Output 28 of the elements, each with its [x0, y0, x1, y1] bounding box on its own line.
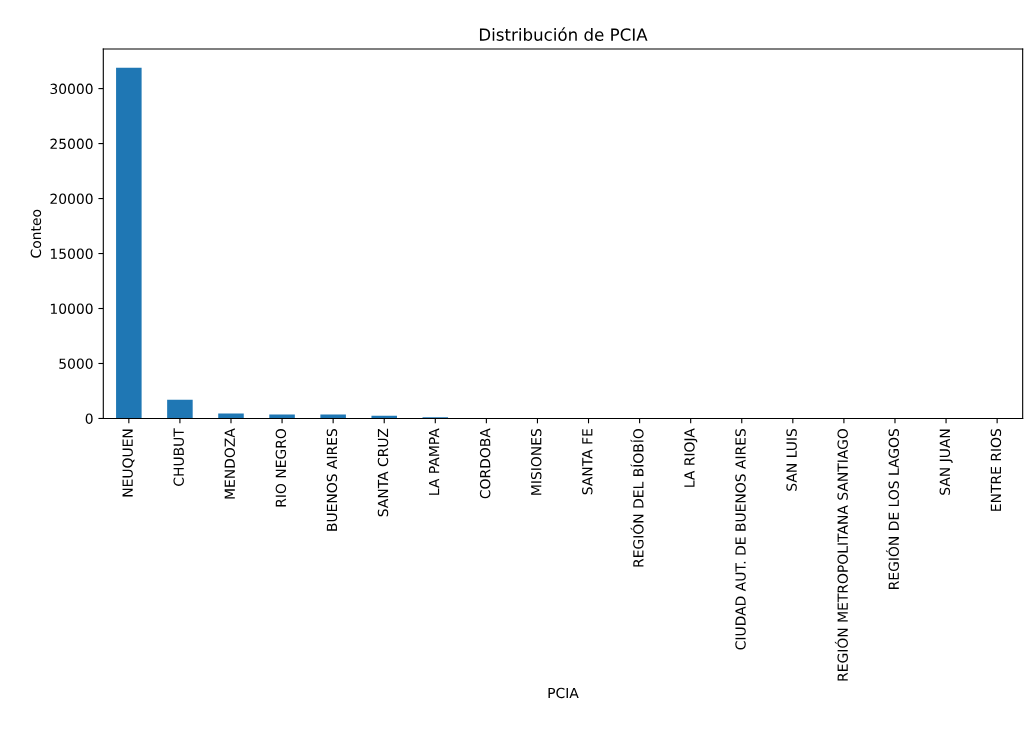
x-tick-label: ENTRE RIOS [990, 428, 1002, 511]
y-tick-label: 10000 [50, 303, 93, 314]
y-tick-label: 5000 [59, 358, 93, 369]
y-tick-label: 25000 [50, 138, 93, 150]
x-tick-label: LA PAMPA [429, 428, 440, 495]
y-axis-title: Conteo [30, 209, 42, 258]
x-tick-label: CIUDAD AUT. DE BUENOS AIRES [735, 428, 746, 650]
x-tick-label: LA RIOJA [684, 428, 698, 487]
y-tick-label: 0 [85, 413, 93, 424]
x-tick-label: NEUQUEN [122, 429, 135, 497]
x-tick-label: REGIÓN DE LOS LAGOS [885, 428, 900, 589]
x-tick-label: SAN LUIS [786, 428, 797, 491]
x-tick-label: MISIONES [530, 428, 542, 495]
x-tick-label: CHUBUT [173, 428, 184, 486]
x-tick-label: SANTA CRUZ [377, 428, 389, 517]
x-tick-label: CORDOBA [479, 428, 491, 499]
x-tick-label: REGIÓN METROPOLITANA SANTIAGO [834, 428, 848, 681]
x-tick-label: SAN JUAN [939, 429, 953, 495]
x-tick-label: REGIÓN DEL BÍOBÍO [630, 428, 644, 567]
x-tick-label: RIO NEGRO [275, 428, 287, 507]
chart-title: Distribución de PCIA [479, 27, 648, 41]
x-tick-label: MENDOZA [224, 428, 236, 499]
y-tick-label: 15000 [50, 248, 93, 260]
x-axis-title: PCIA [548, 687, 579, 699]
y-tick-label: 20000 [50, 193, 93, 205]
x-tick-label: SANTA FE [582, 429, 593, 495]
y-tick-label: 30000 [50, 83, 93, 95]
x-tick-label: BUENOS AIRES [326, 428, 338, 531]
